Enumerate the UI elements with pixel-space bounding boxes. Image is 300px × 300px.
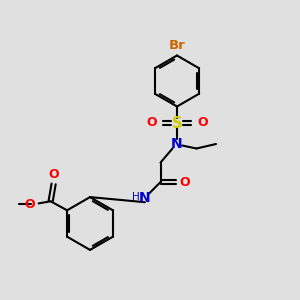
Text: O: O	[146, 116, 157, 130]
Text: O: O	[197, 116, 208, 130]
Text: O: O	[48, 169, 59, 182]
Text: H: H	[132, 192, 140, 202]
Text: N: N	[139, 191, 151, 205]
Text: O: O	[24, 198, 35, 211]
Text: N: N	[171, 137, 183, 151]
Text: Br: Br	[169, 39, 185, 52]
Text: O: O	[179, 176, 190, 189]
Text: S: S	[172, 116, 182, 130]
